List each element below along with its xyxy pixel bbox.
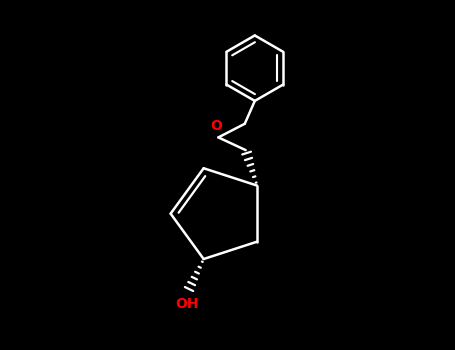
Text: O: O bbox=[211, 119, 222, 133]
Text: OH: OH bbox=[175, 297, 198, 311]
